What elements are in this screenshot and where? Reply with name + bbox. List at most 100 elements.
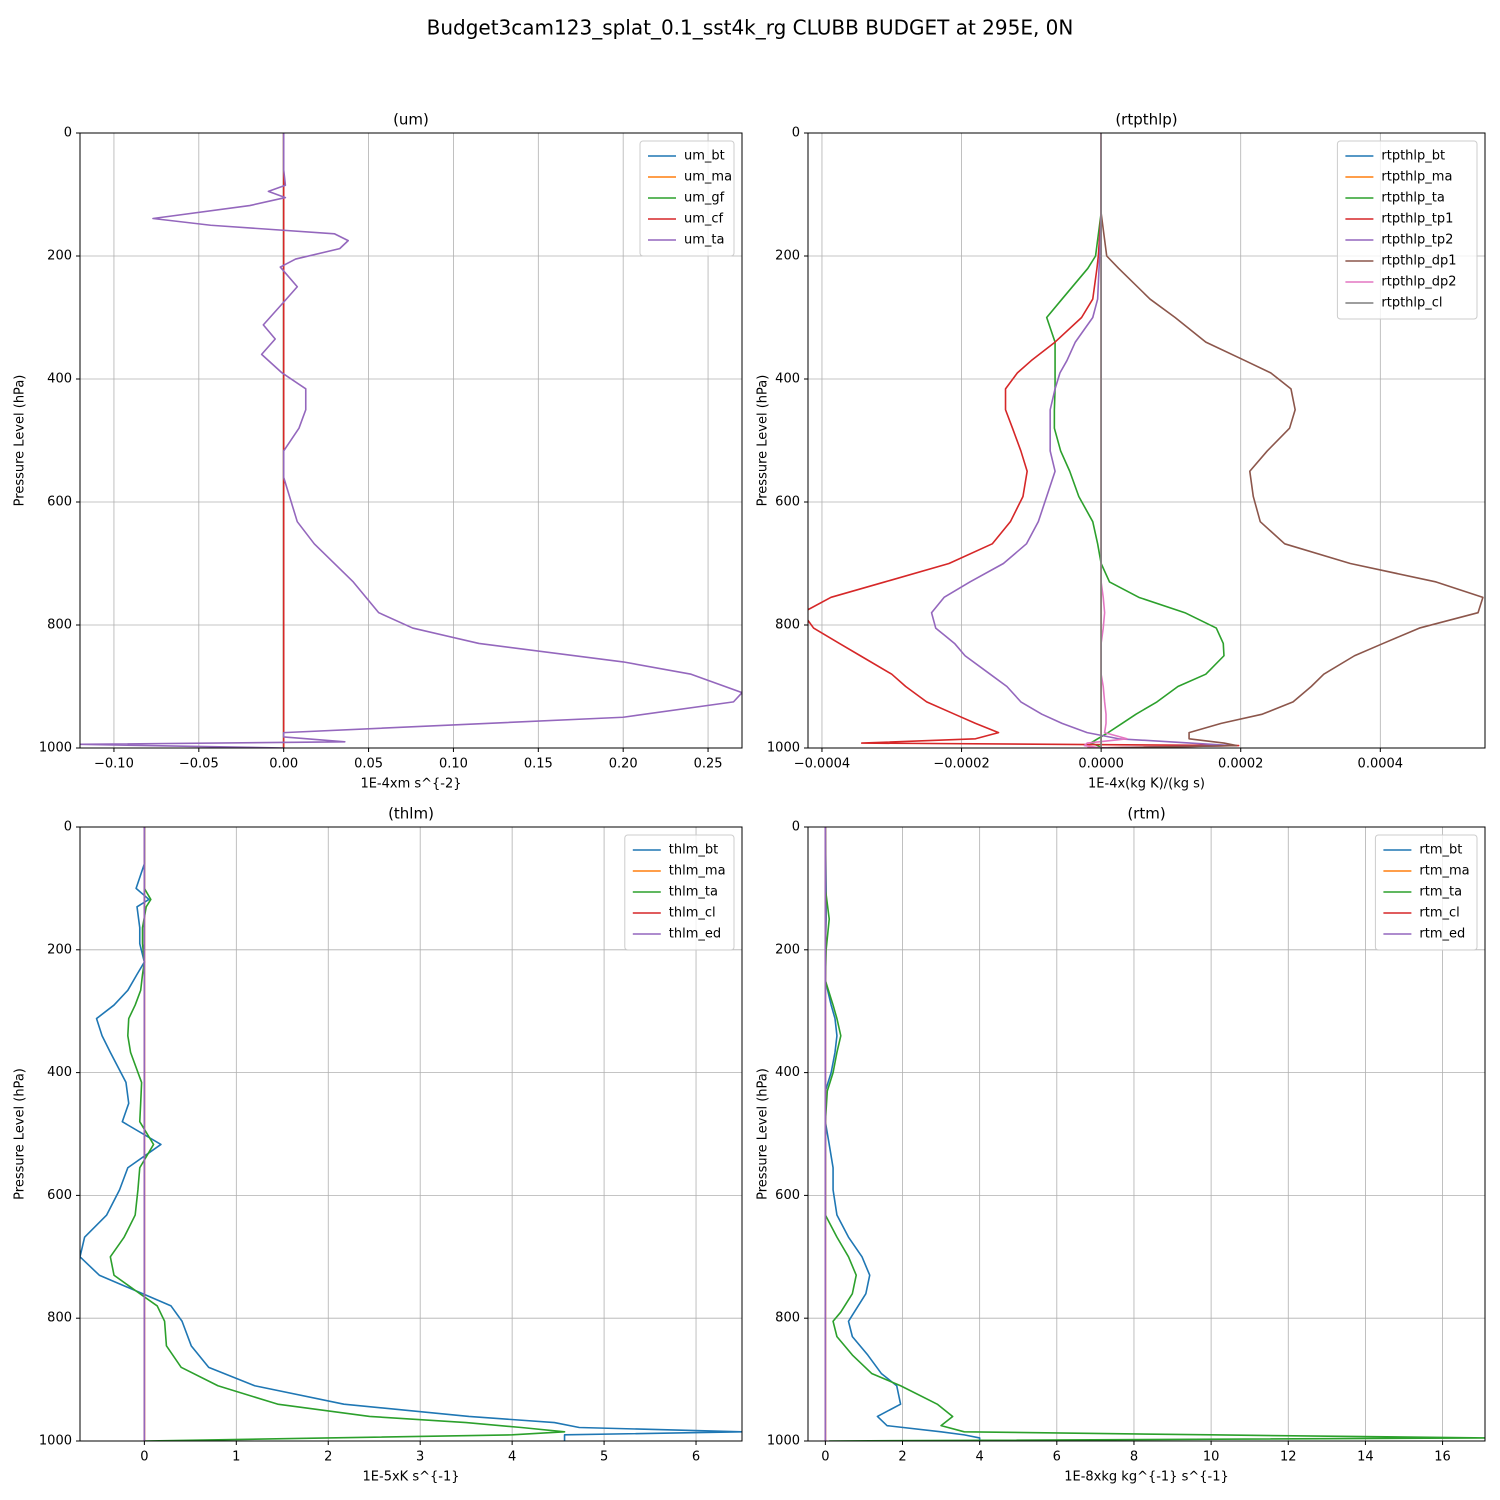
- y-tick-label: 200: [47, 942, 72, 957]
- x-tick-label: 16: [1434, 1450, 1451, 1465]
- legend-box: [1374, 834, 1478, 951]
- y-tick-label: 400: [47, 372, 72, 387]
- legend-label: rtpthlp_dp2: [1381, 275, 1456, 290]
- plot-area: [80, 133, 742, 748]
- legend-label: rtpthlp_tp1: [1381, 212, 1453, 227]
- y-axis-label: Pressure Level (hPa): [13, 375, 28, 507]
- series-line: [1045, 133, 1225, 748]
- subplot: −0.0004 −0.0002 0.0000 0.0002 0.0004 0 200 400 6…: [756, 111, 1486, 792]
- x-tick-label: 0.25: [694, 757, 723, 772]
- legend-box: [1336, 140, 1478, 320]
- plot-area: [824, 827, 1485, 1441]
- y-tick-label: 1000: [39, 741, 72, 756]
- y-tick-label: 0: [792, 820, 800, 835]
- y-axis-label: Pressure Level (hPa): [13, 1068, 28, 1200]
- x-tick-label: 6: [692, 1450, 700, 1465]
- legend-label: rtm_ma: [1419, 864, 1469, 879]
- legend-label: rtpthlp_bt: [1381, 149, 1445, 164]
- legend-label: rtm_cl: [1419, 906, 1459, 921]
- legend: rtm_bt rtm_ma rtm_ta rtm_cl rtm_ed: [1374, 834, 1478, 951]
- y-tick-label: 400: [775, 372, 800, 387]
- x-tick-label: 0.15: [524, 757, 553, 772]
- legend: thlm_bt thlm_ma thlm_ta thlm_cl thlm_ed: [624, 834, 735, 951]
- y-tick-label: 0: [64, 126, 72, 141]
- x-tick-label: 0.05: [354, 757, 383, 772]
- legend-label: thlm_ma: [669, 864, 726, 879]
- x-axis-label: 1E-5xK s^{-1}: [363, 1470, 460, 1485]
- y-tick-label: 200: [775, 942, 800, 957]
- legend-label: rtm_ta: [1419, 885, 1462, 900]
- x-tick-label: 0.0000: [1078, 757, 1124, 772]
- legend-label: thlm_ed: [669, 927, 721, 942]
- figure-title: Budget3cam123_splat_0.1_sst4k_rg CLUBB B…: [427, 16, 1074, 40]
- x-tick-label: 12: [1280, 1450, 1297, 1465]
- legend-label: rtm_ed: [1419, 927, 1465, 942]
- y-tick-label: 600: [47, 495, 72, 510]
- y-tick-label: 800: [47, 1311, 72, 1326]
- y-tick-label: 800: [47, 618, 72, 633]
- x-tick-label: 0: [140, 1450, 148, 1465]
- legend-label: um_bt: [684, 149, 725, 164]
- legend-box: [624, 834, 735, 951]
- legend-label: um_ta: [684, 233, 724, 248]
- plot-area: [80, 827, 742, 1441]
- subplot: 0 1 2 3 4 5 6 0 200 400 600 800 1000 (thlm) 1E-5xK s^{…: [13, 805, 743, 1485]
- y-tick-label: 600: [775, 1188, 800, 1203]
- x-tick-label: −0.0004: [794, 757, 850, 772]
- y-tick-label: 800: [775, 618, 800, 633]
- y-tick-label: 1000: [39, 1434, 72, 1449]
- y-tick-label: 200: [775, 249, 800, 264]
- series-line: [80, 827, 742, 1441]
- x-axis-label: 1E-4xm s^{-2}: [360, 777, 461, 792]
- x-tick-label: 14: [1357, 1450, 1374, 1465]
- legend-label: thlm_bt: [669, 843, 718, 858]
- series-line: [80, 133, 742, 748]
- x-tick-label: 0.10: [439, 757, 468, 772]
- x-tick-label: −0.05: [179, 757, 219, 772]
- subplot-title: (um): [393, 111, 429, 129]
- legend-label: rtm_bt: [1419, 843, 1462, 858]
- x-tick-label: 6: [1053, 1450, 1061, 1465]
- y-axis-label: Pressure Level (hPa): [756, 375, 771, 507]
- y-tick-label: 1000: [767, 741, 800, 756]
- series-line: [930, 133, 1233, 748]
- subplot-title: (rtpthlp): [1115, 111, 1177, 129]
- x-tick-label: 3: [416, 1450, 424, 1465]
- series-line: [1100, 133, 1484, 748]
- y-tick-label: 0: [792, 126, 800, 141]
- x-tick-label: 8: [1130, 1450, 1138, 1465]
- y-axis-label: Pressure Level (hPa): [756, 1068, 771, 1200]
- x-tick-label: 0.0002: [1218, 757, 1264, 772]
- x-tick-label: 0: [821, 1450, 829, 1465]
- x-tick-label: 4: [976, 1450, 984, 1465]
- legend: rtpthlp_bt rtpthlp_ma rtpthlp_ta rtpthlp_tp…: [1336, 140, 1478, 320]
- y-tick-label: 600: [47, 1188, 72, 1203]
- legend-label: thlm_ta: [669, 885, 718, 900]
- x-tick-label: 0.20: [609, 757, 638, 772]
- subplot: −0.10 −0.05 0.00 0.05 0.10 0.15 0.20 0.25 0 200 40…: [13, 111, 743, 792]
- axes-frame: [807, 826, 1486, 1442]
- x-tick-label: 10: [1203, 1450, 1220, 1465]
- legend-label: rtpthlp_ma: [1381, 170, 1452, 185]
- y-tick-label: 200: [47, 249, 72, 264]
- axes-frame: [79, 826, 743, 1442]
- x-tick-label: 5: [600, 1450, 608, 1465]
- axes-frame: [807, 132, 1486, 749]
- series-line: [824, 827, 981, 1441]
- y-tick-label: 600: [775, 495, 800, 510]
- series-line: [109, 827, 566, 1441]
- x-tick-label: 2: [898, 1450, 906, 1465]
- x-tick-label: 4: [508, 1450, 516, 1465]
- x-axis-label: 1E-8xkg kg^{-1} s^{-1}: [1064, 1470, 1229, 1485]
- y-tick-label: 0: [64, 820, 72, 835]
- legend-label: rtpthlp_dp1: [1381, 254, 1456, 269]
- series-line: [808, 133, 1240, 748]
- legend-label: rtpthlp_cl: [1381, 296, 1442, 311]
- legend-label: rtpthlp_ta: [1381, 191, 1444, 206]
- x-tick-label: 0.00: [269, 757, 298, 772]
- x-tick-label: 0.0004: [1358, 757, 1404, 772]
- legend-label: um_gf: [684, 191, 725, 206]
- subplot: 0 2 4 6 8 10 12 14 16 0 200 400 600 800 1000 (rtm) 1E-8x…: [756, 805, 1486, 1485]
